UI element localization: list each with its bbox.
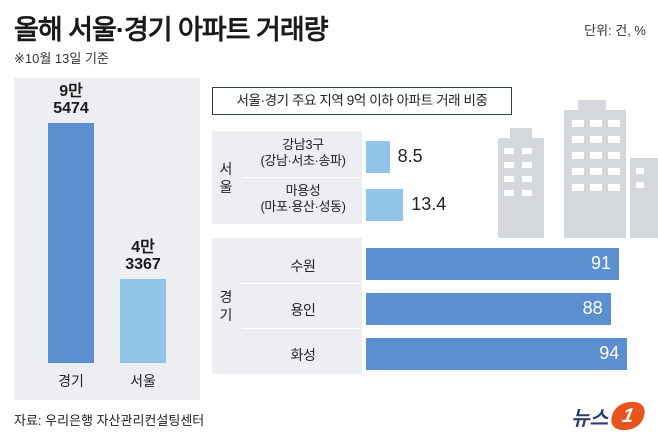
gyeonggi-group-box: 경 기 수원 용인 화성 — [212, 238, 362, 374]
region-label-hwaseong: 화성 — [290, 347, 316, 363]
region-label-suwon: 수원 — [290, 258, 316, 274]
date-note: ※10월 13일 기준 — [14, 51, 109, 66]
apartment-buildings-illustration — [498, 100, 658, 238]
share-chart-title: 서울·경기 주요 지역 9억 이하 아파트 거래 비중 — [212, 87, 512, 115]
share-value-suwon: 91 — [590, 253, 611, 273]
group-label-seoul: 서 울 — [216, 160, 236, 196]
share-value-gangnam3: 8.5 — [397, 146, 423, 166]
group-label-char: 서 — [219, 161, 233, 177]
share-bar-yongin — [366, 293, 611, 325]
value-label-line-2: 5474 — [53, 100, 89, 117]
news1-logo: 뉴스 1 — [571, 400, 647, 432]
bar-value-label-seoul: 4만 3367 — [108, 239, 178, 273]
share-bar-mayongseong — [366, 189, 404, 221]
group-label-gyeonggi: 경 기 — [216, 288, 236, 324]
row-divider — [242, 177, 362, 178]
region-name: 강남3구 — [282, 137, 324, 152]
value-label-line-1: 9만 — [59, 83, 83, 100]
share-value-mayongseong: 13.4 — [411, 194, 447, 214]
share-bar-gangnam3 — [366, 141, 390, 173]
region-sub: (강남·서초·송파) — [260, 153, 346, 168]
value-label-line-1: 4만 — [131, 239, 155, 257]
logo-text: 뉴스 — [571, 407, 608, 430]
volume-chart-panel: 9만 5474 4만 3367 경기 서울 — [14, 78, 200, 400]
page-title: 올해 서울·경기 아파트 거래량 — [14, 15, 329, 45]
group-label-char: 기 — [219, 307, 233, 323]
logo-badge: 1 — [609, 402, 647, 430]
region-name: 마용성 — [285, 183, 321, 198]
region-label-gangnam3: 강남3구 (강남·서초·송파) — [244, 137, 362, 169]
region-label-mayongseong: 마용성 (마포·용산·성동) — [244, 183, 362, 215]
bar-gyeonggi — [48, 123, 94, 363]
bar-seoul — [120, 279, 166, 363]
group-label-char: 울 — [219, 179, 233, 195]
row-divider — [242, 328, 362, 329]
seoul-group-box: 서 울 강남3구 (강남·서초·송파) 마용성 (마포·용산·성동) — [212, 131, 362, 224]
bar-value-label-gyeonggi: 9만 5474 — [36, 83, 106, 117]
source-note: 자료: 우리은행 자산관리컨설팅센터 — [14, 413, 205, 428]
category-label-seoul: 서울 — [130, 373, 156, 389]
value-label-line-2: 3367 — [125, 256, 161, 274]
group-label-char: 경 — [219, 289, 233, 305]
share-value-hwaseong: 94 — [599, 343, 620, 363]
share-bar-hwaseong — [366, 338, 628, 370]
share-bar-suwon — [366, 248, 619, 280]
share-value-yongin: 88 — [582, 298, 603, 318]
unit-note: 단위: 건, % — [584, 23, 646, 38]
region-label-yongin: 용인 — [290, 302, 316, 318]
category-label-gyeonggi: 경기 — [58, 373, 84, 389]
region-sub: (마포·용산·성동) — [260, 199, 346, 214]
row-divider — [242, 283, 362, 284]
